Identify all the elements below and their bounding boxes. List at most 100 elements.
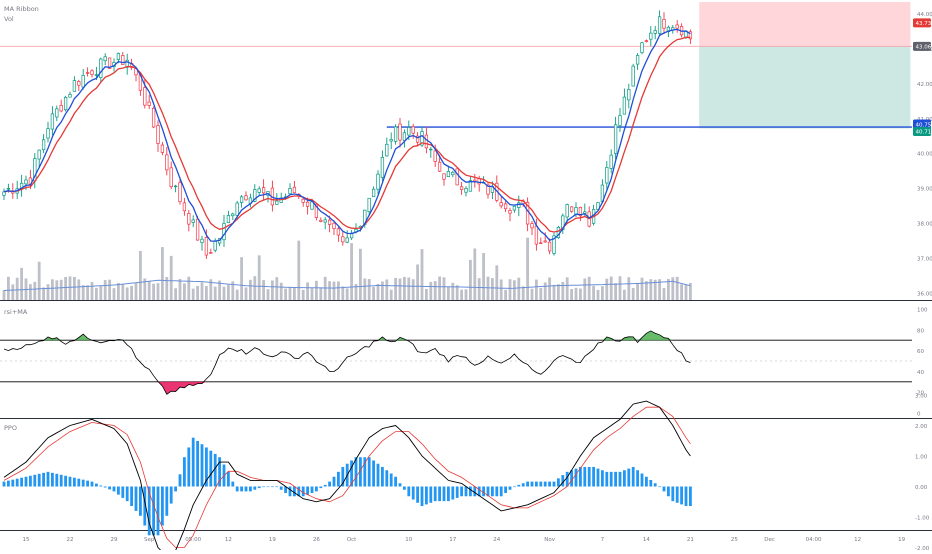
ma-ribbon-legend[interactable]: MA Ribbon (4, 5, 39, 13)
candle-body[interactable] (258, 189, 261, 193)
candle-body[interactable] (192, 220, 195, 223)
candle-body[interactable] (443, 174, 446, 179)
candle-body[interactable] (306, 202, 309, 206)
candle-body[interactable] (368, 198, 371, 211)
candle-body[interactable] (51, 114, 54, 129)
candle-body[interactable] (227, 215, 230, 222)
candle-body[interactable] (606, 167, 609, 183)
stop-loss-zone[interactable] (699, 2, 910, 46)
candle-body[interactable] (535, 226, 538, 244)
candle-body[interactable] (205, 237, 208, 255)
candle-body[interactable] (324, 220, 327, 222)
candle-body[interactable] (42, 140, 45, 150)
candle-body[interactable] (460, 187, 463, 190)
candle-body[interactable] (513, 206, 516, 210)
candle-body[interactable] (3, 192, 6, 195)
candle-body[interactable] (610, 155, 613, 168)
candle-body[interactable] (614, 125, 617, 154)
candle-body[interactable] (650, 33, 653, 39)
candle-body[interactable] (7, 188, 10, 189)
candle-body[interactable] (183, 203, 186, 211)
candle-body[interactable] (64, 97, 67, 109)
candle-body[interactable] (152, 108, 155, 127)
candle-body[interactable] (430, 149, 433, 150)
candle-body[interactable] (408, 127, 411, 135)
candle-body[interactable] (188, 213, 191, 224)
candle-body[interactable] (25, 180, 28, 184)
candle-body[interactable] (56, 109, 59, 117)
candle-body[interactable] (47, 129, 50, 138)
candle-body[interactable] (337, 229, 340, 235)
candle-body[interactable] (170, 168, 173, 187)
candle-body[interactable] (289, 188, 292, 193)
candle-body[interactable] (386, 144, 389, 156)
candle-body[interactable] (641, 43, 644, 53)
candle-body[interactable] (544, 241, 547, 242)
candle-body[interactable] (575, 207, 578, 214)
candle-body[interactable] (447, 171, 450, 176)
candle-body[interactable] (509, 210, 512, 213)
candle-body[interactable] (86, 73, 89, 74)
candle-body[interactable] (236, 203, 239, 215)
volume-legend[interactable]: Vol (4, 15, 14, 23)
candle-body[interactable] (223, 223, 226, 239)
candle-body[interactable] (245, 196, 248, 200)
candle-body[interactable] (412, 127, 415, 133)
candle-body[interactable] (456, 169, 459, 185)
candle-body[interactable] (570, 207, 573, 212)
candle-body[interactable] (350, 234, 353, 238)
candle-body[interactable] (623, 97, 626, 114)
candle-body[interactable] (148, 102, 151, 105)
candle-body[interactable] (399, 124, 402, 140)
candle-body[interactable] (95, 75, 98, 76)
candle-body[interactable] (276, 201, 279, 204)
candle-body[interactable] (73, 81, 76, 92)
candle-body[interactable] (342, 237, 345, 242)
candle-body[interactable] (531, 224, 534, 228)
candle-body[interactable] (425, 135, 428, 148)
candle-body[interactable] (654, 31, 657, 34)
candle-body[interactable] (38, 150, 41, 159)
candle-body[interactable] (328, 220, 331, 224)
candle-body[interactable] (166, 155, 169, 170)
candle-body[interactable] (104, 57, 107, 61)
candle-body[interactable] (676, 25, 679, 28)
candle-body[interactable] (262, 188, 265, 193)
candle-body[interactable] (504, 204, 507, 209)
candle-body[interactable] (403, 133, 406, 141)
candle-body[interactable] (201, 239, 204, 242)
candle-body[interactable] (394, 127, 397, 141)
candle-body[interactable] (210, 252, 213, 253)
candle-body[interactable] (333, 223, 336, 228)
take-profit-zone[interactable] (699, 46, 910, 128)
candle-body[interactable] (438, 162, 441, 171)
candle-body[interactable] (82, 75, 85, 87)
candle-body[interactable] (214, 241, 217, 250)
candle-body[interactable] (452, 172, 455, 174)
candle-body[interactable] (174, 186, 177, 187)
candle-body[interactable] (390, 139, 393, 141)
candle-body[interactable] (434, 151, 437, 162)
candle-body[interactable] (179, 183, 182, 202)
candle-body[interactable] (645, 41, 648, 42)
rsi-legend[interactable]: rsi+MA (4, 308, 28, 316)
candle-body[interactable] (91, 71, 94, 75)
candle-body[interactable] (117, 53, 120, 59)
candle-body[interactable] (122, 55, 125, 64)
candle-body[interactable] (465, 188, 468, 192)
candle-body[interactable] (100, 59, 103, 78)
candle-body[interactable] (320, 220, 323, 221)
candle-body[interactable] (293, 187, 296, 192)
candle-body[interactable] (240, 197, 243, 203)
candle-body[interactable] (500, 203, 503, 206)
candle-body[interactable] (628, 89, 631, 99)
candle-body[interactable] (302, 199, 305, 202)
candle-body[interactable] (372, 189, 375, 197)
candle-body[interactable] (658, 17, 661, 34)
candle-body[interactable] (548, 242, 551, 251)
candle-body[interactable] (161, 145, 164, 152)
candle-body[interactable] (540, 243, 543, 244)
candle-body[interactable] (663, 19, 666, 28)
candle-body[interactable] (346, 238, 349, 242)
candle-body[interactable] (69, 95, 72, 98)
